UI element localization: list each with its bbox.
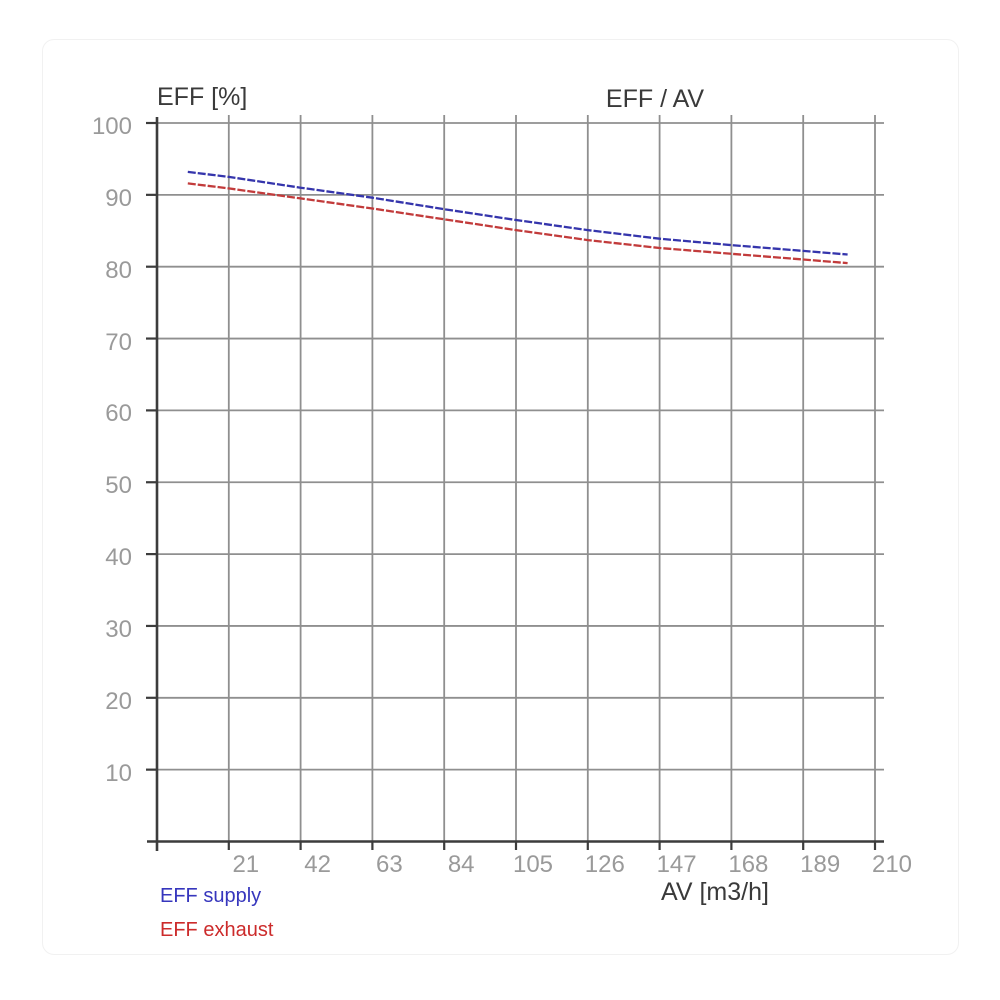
x-tick-label: 21 — [232, 851, 260, 878]
x-tick-label: 126 — [584, 851, 625, 878]
vertical-gridlines — [227, 115, 876, 842]
x-axis-title: AV [m3/h] — [661, 878, 769, 906]
data-series — [187, 170, 848, 265]
x-tick-label: 105 — [512, 851, 554, 878]
y-tick-label: 20 — [105, 687, 132, 715]
tick-marks — [146, 121, 877, 850]
y-tick-label: 70 — [105, 328, 132, 356]
chart-panel — [42, 39, 959, 955]
x-tick-label: 84 — [447, 851, 475, 878]
y-tick-label: 50 — [105, 472, 132, 500]
x-tick-label: 42 — [304, 851, 331, 878]
y-tick-label: 80 — [105, 256, 132, 284]
y-tick-label: 10 — [105, 759, 132, 787]
x-tick-label: 189 — [800, 851, 841, 878]
x-tick-label: 210 — [871, 851, 913, 878]
series-line-eff-exhaust — [187, 182, 848, 265]
y-tick-label: 40 — [105, 544, 132, 572]
y-tick-label: 100 — [91, 113, 132, 140]
chart-title: EFF / AV — [605, 85, 705, 113]
y-tick-label: 30 — [105, 615, 132, 643]
x-tick-label: 63 — [376, 851, 403, 878]
y-axis-title: EFF [%] — [157, 83, 248, 111]
x-tick-label: 147 — [656, 851, 697, 878]
x-tick-label: 168 — [728, 851, 769, 878]
y-tick-label: 90 — [105, 184, 132, 212]
legend-item-supply: EFF supply — [160, 885, 262, 907]
series-line-eff-supply — [187, 170, 848, 256]
horizontal-gridlines — [157, 122, 884, 771]
y-tick-label: 60 — [105, 400, 132, 428]
legend-item-exhaust: EFF exhaust — [160, 919, 274, 941]
